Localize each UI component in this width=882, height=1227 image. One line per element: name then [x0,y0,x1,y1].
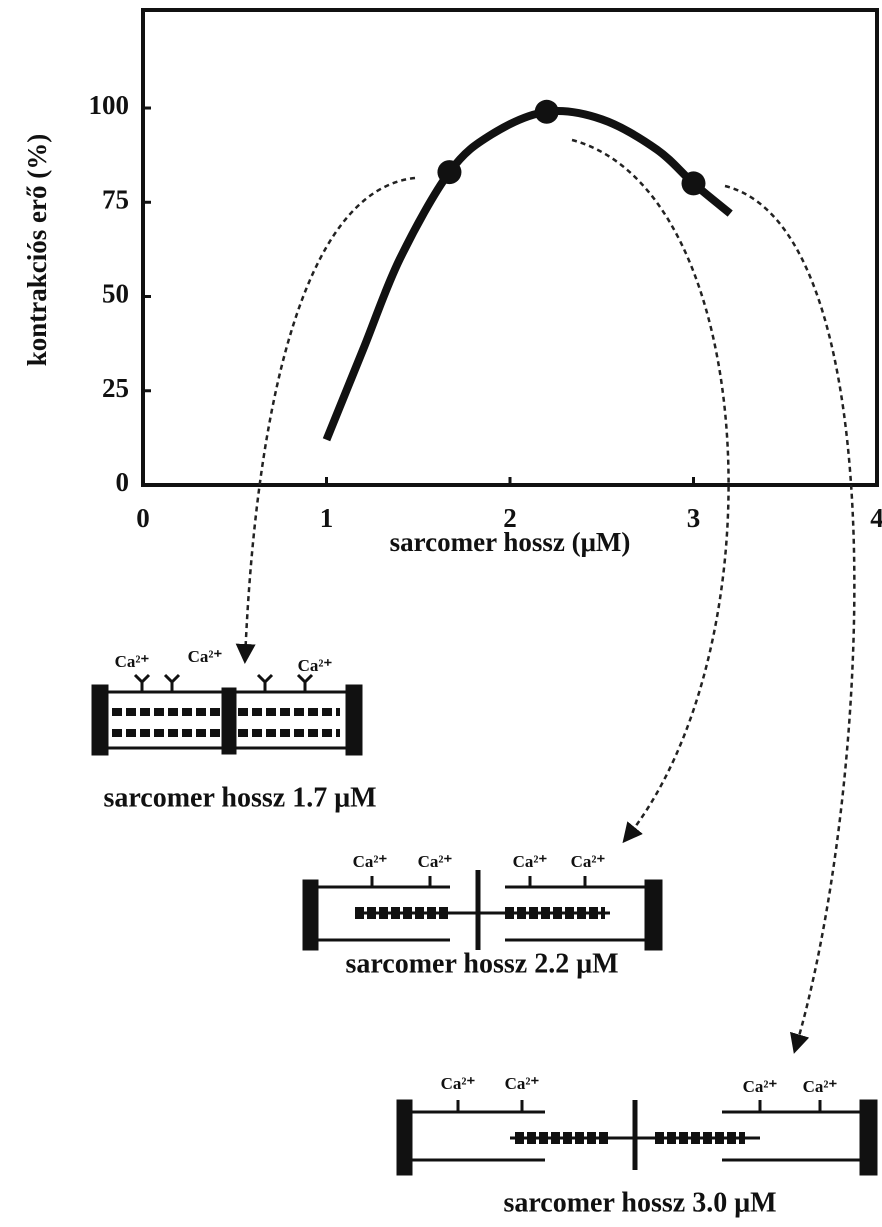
x-tick-label: 0 [136,503,150,533]
data-point [534,99,559,124]
sarcomere-diagram [396,1099,878,1176]
ion-label: Ca²⁺ [441,1074,476,1093]
diagram-label: sarcomer hossz 2.2 μM [345,948,618,979]
y-tick-label: 100 [89,90,130,120]
sarcomere-diagram [91,673,363,756]
ion-label: Ca²⁺ [298,656,333,675]
x-tick-label: 1 [320,503,334,533]
y-tick-label: 25 [102,373,129,403]
x-tick-label: 2 [503,503,517,533]
ion-label: Ca²⁺ [571,852,606,871]
y-tick-label: 0 [116,467,130,497]
y-tick-label: 50 [102,279,129,309]
ion-label: Ca²⁺ [803,1077,838,1096]
arrow [724,184,856,1054]
data-point [437,160,462,185]
arrow [571,138,730,844]
data-point [681,171,706,196]
diagram-label: sarcomer hossz 3.0 μM [503,1187,776,1218]
plot-frame [141,8,879,487]
y-tick-label: 75 [102,184,129,214]
ion-label: Ca²⁺ [505,1074,540,1093]
ion-label: Ca²⁺ [743,1077,778,1096]
y-axis-label: kontrakciós erő (%) [22,134,52,366]
ion-label: Ca²⁺ [513,852,548,871]
diagram-label: sarcomer hossz 1.7 μM [103,782,376,813]
ion-label: Ca²⁺ [188,647,223,666]
x-axis-label: sarcomer hossz (μM) [390,527,631,557]
x-tick-label: 3 [687,503,701,533]
arrow [235,176,416,664]
x-tick-label: 4 [870,503,882,533]
ion-label: Ca²⁺ [418,852,453,871]
curve [322,107,733,442]
ion-label: Ca²⁺ [115,652,150,671]
sarcomere-diagram [302,870,663,951]
ion-label: Ca²⁺ [353,852,388,871]
